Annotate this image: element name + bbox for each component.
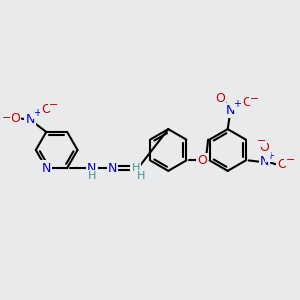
Text: −: − [256, 136, 266, 146]
Text: O: O [10, 112, 20, 125]
Text: −: − [250, 94, 259, 104]
Text: N: N [226, 104, 235, 117]
Text: H: H [137, 171, 145, 181]
Text: +: + [33, 108, 41, 118]
Text: O: O [197, 154, 207, 167]
Text: O: O [41, 103, 51, 116]
Text: H: H [88, 171, 96, 181]
Text: N: N [260, 155, 269, 168]
Text: O: O [242, 96, 252, 109]
Text: O: O [260, 142, 269, 154]
Text: +: + [266, 151, 274, 160]
Text: −: − [285, 155, 295, 165]
Text: N: N [42, 162, 51, 175]
Text: −: − [2, 113, 11, 123]
Text: +: + [233, 99, 241, 109]
Text: N: N [87, 162, 96, 175]
Text: N: N [26, 113, 35, 126]
Text: N: N [108, 162, 117, 175]
Text: −: − [49, 100, 58, 110]
Text: H: H [132, 163, 140, 173]
Text: O: O [278, 158, 287, 171]
Text: O: O [215, 92, 225, 105]
